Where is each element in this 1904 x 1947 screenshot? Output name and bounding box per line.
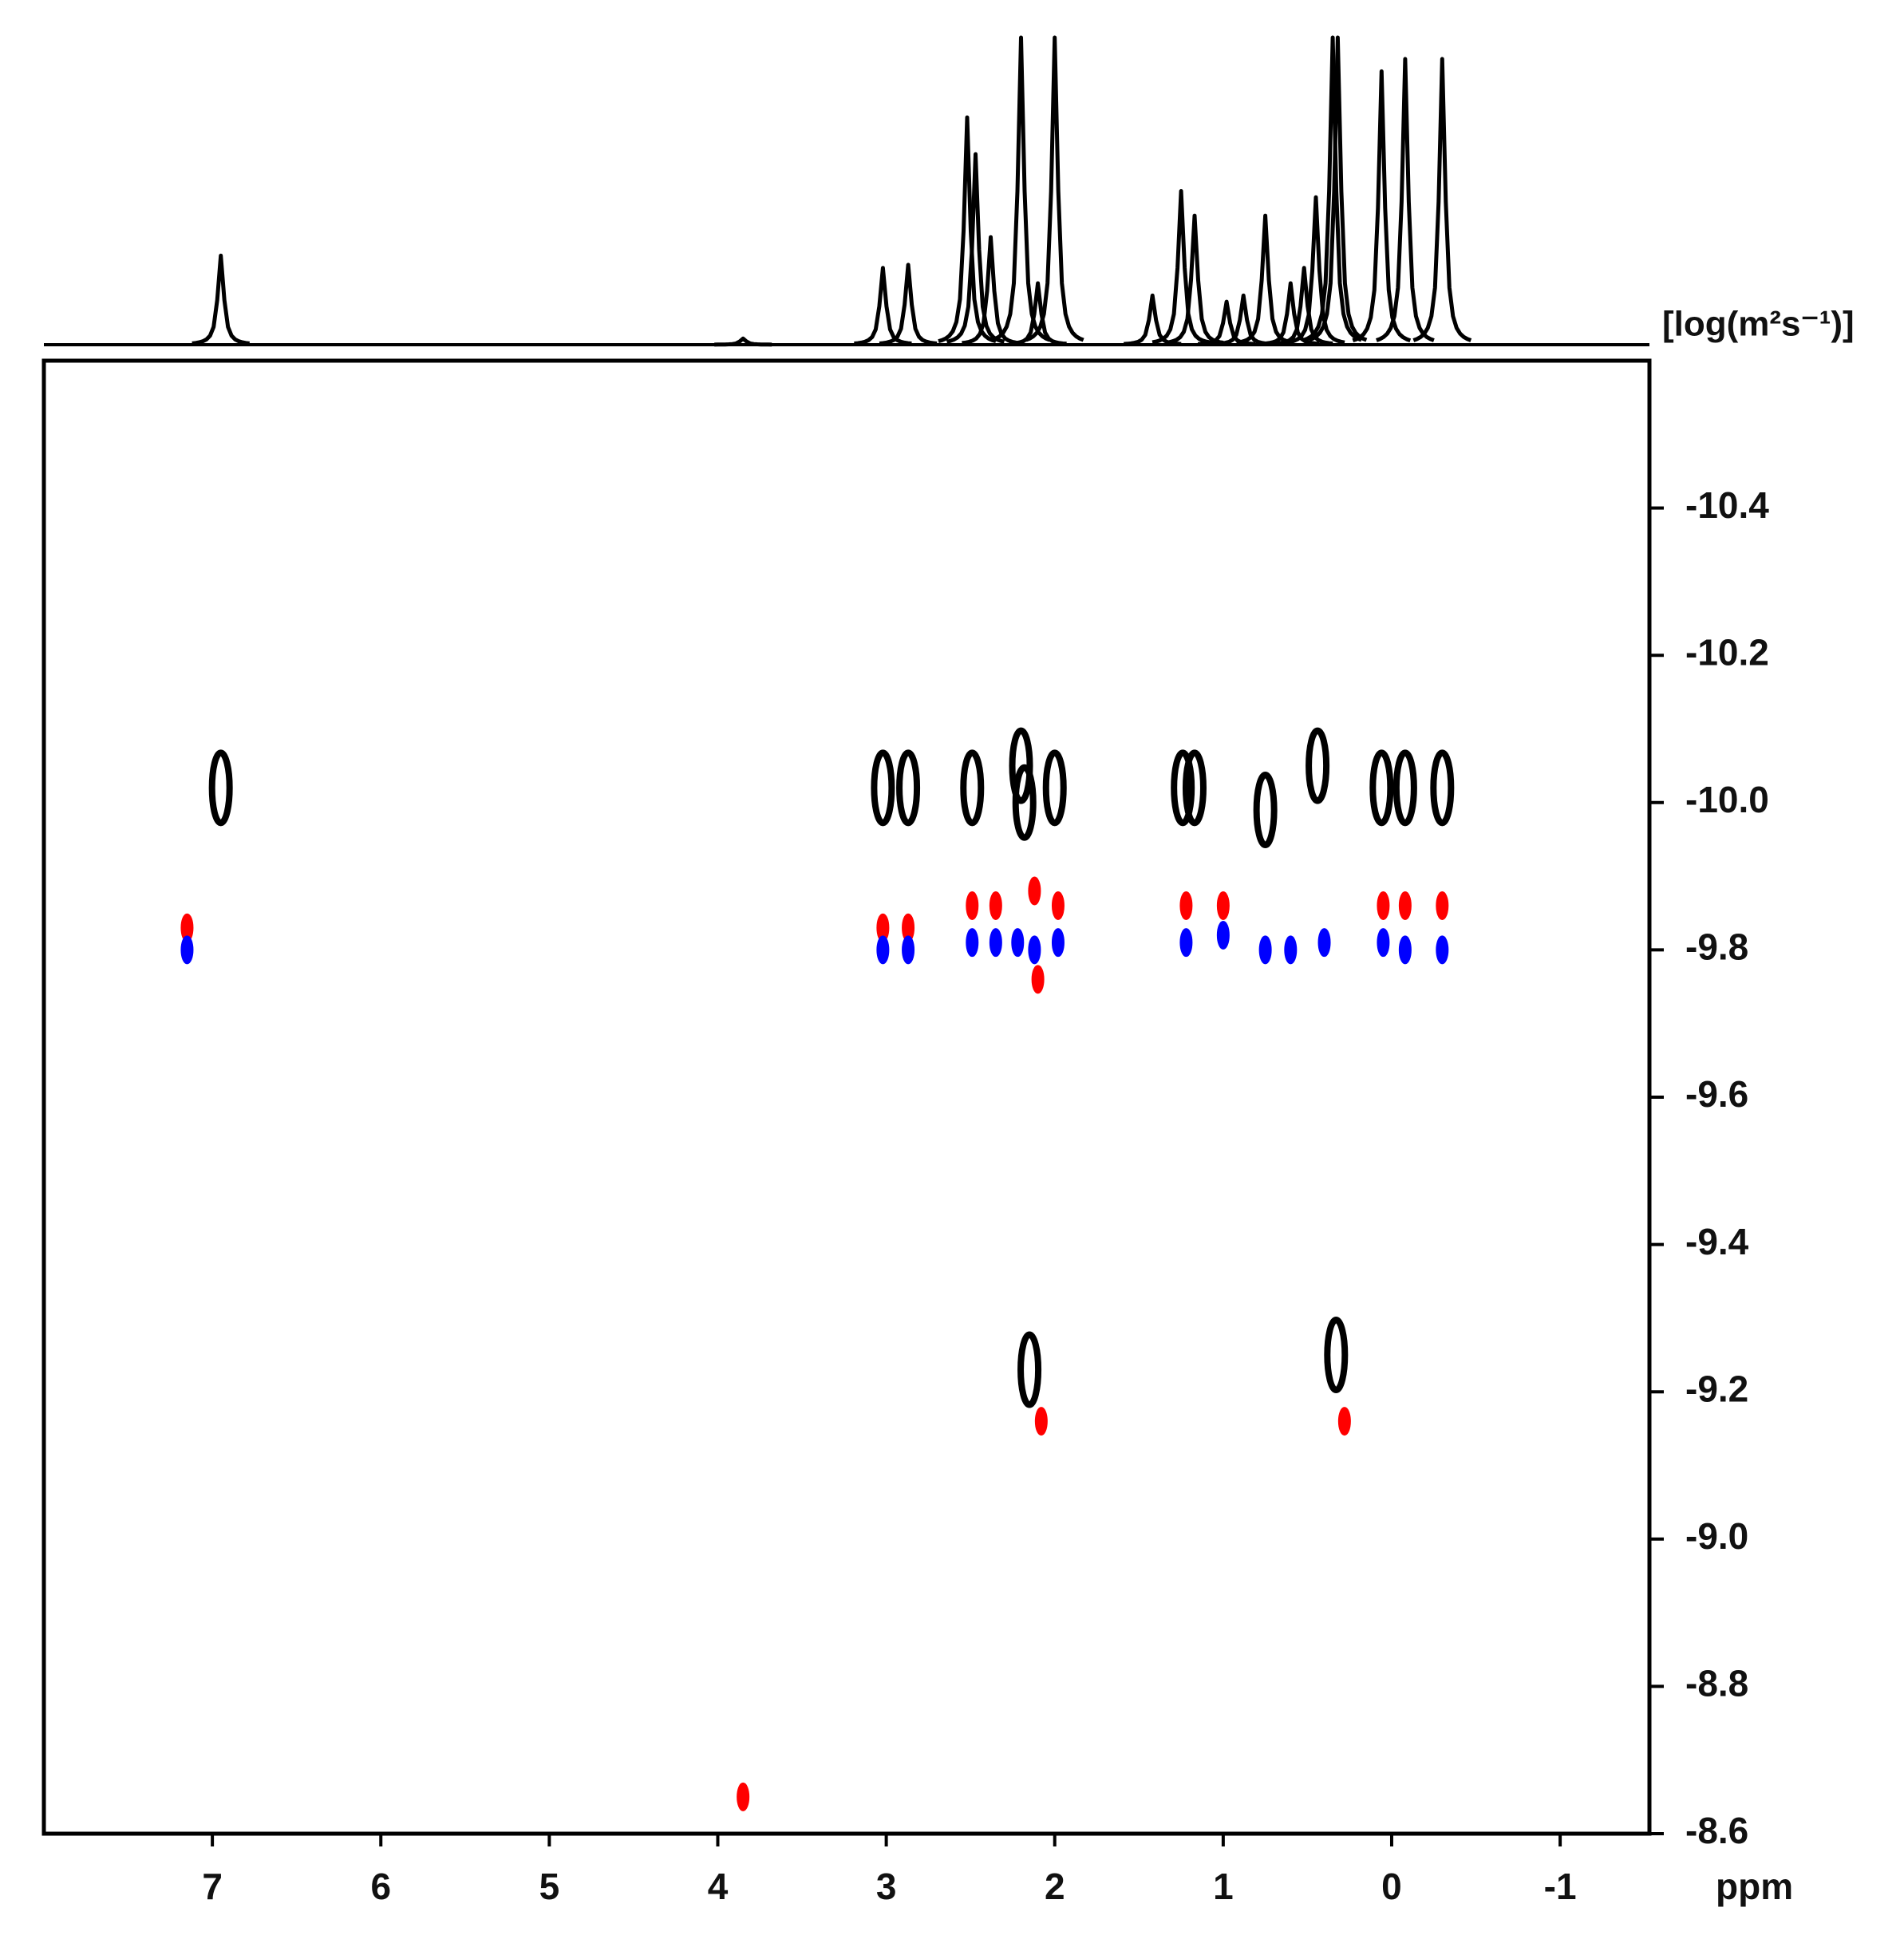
spectrum-peak: [1165, 213, 1224, 345]
contour-peak: [1009, 727, 1033, 804]
spectrum-peak: [1303, 35, 1363, 342]
cross-peak: [1031, 965, 1045, 994]
spectrum-peak: [1274, 266, 1333, 346]
y-tick-label: -10.4: [1685, 484, 1769, 526]
cross-peak: [1337, 1407, 1351, 1436]
spectrum-peak: [854, 266, 912, 346]
y-tick-label: -9.4: [1685, 1221, 1749, 1262]
cross-peak: [989, 928, 1002, 958]
spectrum-peak: [1262, 281, 1320, 346]
cross-peak: [1436, 935, 1449, 965]
y-tick-label: -9.0: [1685, 1515, 1748, 1557]
cross-peak: [1377, 891, 1390, 921]
cross-peak: [1317, 928, 1331, 958]
x-tick-label: 1: [1213, 1866, 1234, 1907]
x-tick-label: 0: [1381, 1866, 1402, 1907]
cross-peak: [876, 935, 890, 965]
cross-peak: [1216, 920, 1230, 950]
y-tick-label: -8.8: [1685, 1663, 1748, 1704]
y-tick-label: -9.2: [1685, 1368, 1748, 1409]
cross-peak: [1028, 935, 1041, 965]
contour-peak: [1017, 1331, 1042, 1408]
contour-peak: [1369, 749, 1394, 827]
spectrum-peak: [1197, 299, 1256, 346]
contour-peak: [1324, 1317, 1349, 1394]
spectrum-peak: [1025, 35, 1084, 342]
y-axis-label: [log(m²s⁻¹)]: [1662, 305, 1855, 344]
spectrum-peak: [991, 35, 1051, 342]
cross-peak: [1034, 1407, 1048, 1436]
spectrum-peak: [1412, 57, 1472, 342]
cross-peak: [902, 935, 915, 965]
x-tick-label: 3: [876, 1866, 897, 1907]
contour-peak: [1042, 749, 1067, 827]
plot-frame: [41, 358, 1652, 1836]
spectrum-peak: [1009, 281, 1067, 346]
y-tick-label: -8.6: [1685, 1810, 1748, 1851]
cross-peak: [1398, 935, 1412, 965]
contour-peak: [1392, 749, 1417, 827]
x-tick-label: 7: [202, 1866, 223, 1907]
contour-peak: [1182, 749, 1207, 827]
cross-peak: [1398, 891, 1412, 921]
spectrum-peak: [938, 115, 997, 344]
cross-peak: [1051, 891, 1065, 921]
spectrum-peak: [1286, 195, 1345, 345]
spectrum-peak: [1151, 189, 1211, 345]
y-tick-label: -9.8: [1685, 926, 1748, 968]
x-axis-label: ppm: [1716, 1866, 1793, 1907]
cross-peak: [737, 1782, 750, 1811]
cross-peak: [1179, 891, 1193, 921]
contour-peak: [1012, 764, 1037, 841]
contour-peak: [960, 749, 985, 827]
cross-peak: [1436, 891, 1449, 921]
y-tick-label: -10.0: [1685, 779, 1769, 820]
spectrum-peak: [714, 336, 772, 347]
cross-peak: [1216, 891, 1230, 921]
contour-peak: [1253, 772, 1278, 849]
cross-peak: [1028, 876, 1041, 906]
y-tick-label: -9.6: [1685, 1073, 1748, 1115]
contour-peak: [1171, 749, 1195, 827]
x-tick-label: 6: [370, 1866, 391, 1907]
cross-peak: [1179, 928, 1193, 958]
spectrum-peak: [879, 263, 938, 346]
cross-peak: [966, 928, 979, 958]
x-tick-label: 4: [708, 1866, 729, 1907]
cross-peak: [989, 891, 1002, 921]
contour-peak: [208, 749, 233, 827]
spectrum-peak: [962, 235, 1020, 346]
x-tick-label: -1: [1544, 1866, 1577, 1907]
contour-peak: [1306, 727, 1330, 804]
cross-peak: [1051, 928, 1065, 958]
spectrum-peak: [1352, 69, 1412, 343]
contour-peak: [1430, 749, 1455, 827]
cross-peak: [966, 891, 979, 921]
cross-peak: [1284, 935, 1298, 965]
spectrum-peak: [1308, 35, 1368, 342]
cross-peak: [1258, 935, 1272, 965]
contour-peak: [896, 749, 921, 827]
cross-peak: [1377, 928, 1390, 958]
x-tick-label: 5: [539, 1866, 560, 1907]
cross-peak: [180, 935, 194, 965]
spectrum-peak: [192, 253, 250, 346]
x-tick-label: 2: [1045, 1866, 1065, 1907]
y-tick-label: -10.2: [1685, 631, 1769, 673]
contour-peak: [871, 749, 895, 827]
cross-peak: [1011, 928, 1025, 958]
